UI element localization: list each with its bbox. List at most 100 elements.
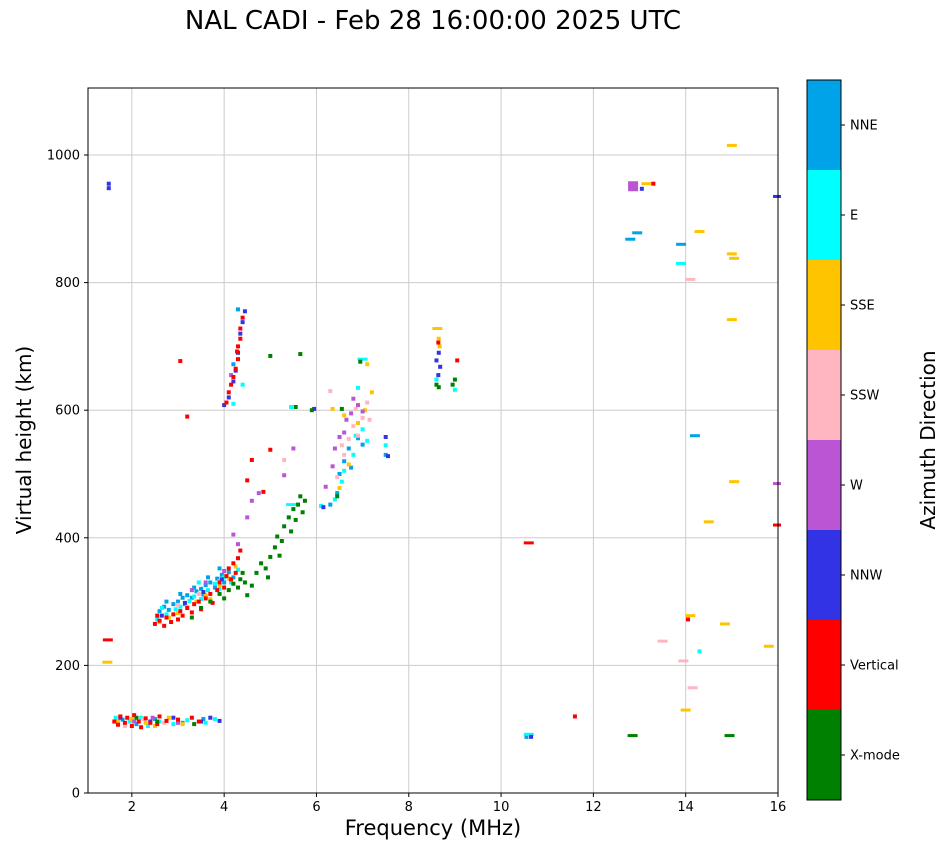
scatter-point-NNE [199, 586, 204, 591]
scatter-point-NNE [201, 716, 206, 721]
scatter-point-W [349, 411, 354, 416]
scatter-point-SSE [369, 390, 374, 395]
scatter-point-X-mode [208, 599, 213, 604]
scatter-point-NNW [383, 434, 388, 439]
scatter-point-Vertical [238, 326, 243, 331]
scatter-point-NNE [222, 580, 227, 585]
scatter-point-NNW [226, 395, 231, 400]
scatter-point-NNW [159, 613, 164, 618]
x-axis-label: Frequency (MHz) [344, 816, 522, 840]
colorbar-label-E: E [850, 209, 858, 224]
scatter-point-X-mode [279, 538, 284, 543]
scatter-point-SSE [166, 715, 171, 720]
scatter-point-Vertical [236, 344, 240, 349]
scatter-point-X-mode [259, 561, 264, 566]
x-tick-label: 2 [128, 800, 136, 815]
scatter-point-NNW [386, 454, 390, 459]
scatter-point-X-mode [238, 577, 243, 582]
scatter-point-NNE [346, 446, 351, 451]
scatter-point-SSE [437, 344, 442, 349]
scatter-point-SSW [360, 415, 365, 420]
scatter-point-Vertical [196, 599, 201, 604]
scatter-point-Vertical [224, 574, 229, 579]
scatter-point-E [339, 479, 344, 484]
scatter-point-Vertical [155, 722, 160, 727]
scatter-point-X-mode [296, 502, 300, 507]
scatter-point-X-mode [339, 406, 344, 411]
scatter-point-Vertical [136, 719, 141, 724]
scatter-point-E [127, 719, 132, 724]
scatter-point-X-mode [245, 593, 250, 598]
colorbar-label-NNE: NNE [850, 119, 878, 134]
scatter-point-X-mode [268, 554, 273, 559]
scatter-point-E [342, 468, 347, 473]
scatter-point-SSE [685, 614, 696, 618]
scatter-point-E [159, 605, 164, 610]
colorbar-segment-NNW [807, 530, 841, 620]
scatter-point-W [342, 430, 347, 435]
scatter-point-NNE [231, 575, 236, 580]
scatter-point-E [187, 598, 192, 603]
scatter-point-NNE [166, 607, 171, 612]
scatter-point-NNW [208, 715, 213, 720]
scatter-point-E [203, 720, 208, 725]
scatter-point-E [523, 732, 534, 736]
scatter-point-E [356, 385, 360, 390]
scatter-point-NNE [524, 734, 529, 739]
scatter-point-NNW [238, 331, 243, 336]
scatter-point-SSE [342, 413, 347, 418]
scatter-point-Vertical [436, 340, 441, 345]
scatter-point-NNE [215, 576, 220, 581]
scatter-point-NNE [337, 471, 342, 476]
scatter-point-X-mode [627, 734, 638, 738]
scatter-point-NNE [231, 362, 236, 367]
scatter-point-NNW [222, 403, 227, 408]
scatter-point-X-mode [189, 615, 194, 620]
scatter-point-W [203, 580, 208, 585]
scatter-point-E [217, 586, 222, 591]
scatter-point-X-mode [217, 591, 222, 596]
scatter-point-NNE [120, 717, 125, 722]
colorbar-label-SSW: SSW [850, 389, 880, 404]
scatter-point-W [773, 482, 781, 486]
scatter-point-W [256, 491, 261, 496]
colorbar-title: Azimuth Direction [916, 350, 940, 530]
scatter-point-NNW [529, 734, 534, 739]
scatter-point-SSW [141, 716, 146, 721]
scatter-point-Vertical [249, 457, 254, 462]
scatter-point-E [173, 607, 178, 612]
scatter-point-SSE [346, 462, 351, 467]
scatter-point-SSW [346, 436, 351, 441]
scatter-point-Vertical [178, 359, 183, 364]
scatter-point-W [176, 720, 180, 725]
scatter-point-NNE [134, 722, 139, 727]
scatter-point-E [113, 715, 118, 720]
scatter-point-SSE [194, 599, 199, 604]
scatter-point-SSE [143, 720, 148, 725]
scatter-point-X-mode [286, 515, 291, 520]
scatter-point-E [357, 357, 368, 361]
scatter-point-E [192, 594, 197, 599]
scatter-point-X-mode [254, 570, 259, 575]
scatter-point-SSE [763, 644, 774, 648]
scatter-point-SSE [726, 252, 737, 256]
scatter-point-SSE [694, 230, 705, 234]
scatter-point-SSE [102, 660, 113, 664]
y-tick-label: 0 [72, 787, 80, 802]
scatter-point-SSE [362, 408, 367, 413]
scatter-point-NNW [436, 373, 441, 378]
scatter-point-Vertical [236, 556, 240, 561]
scatter-point-W [356, 403, 360, 408]
y-tick-label: 1000 [47, 148, 80, 163]
scatter-point-Vertical [157, 618, 162, 623]
scatter-point-Vertical [231, 561, 236, 566]
scatter-point-W [249, 498, 254, 503]
scatter-point-W [360, 409, 365, 414]
scatter-point-E [222, 575, 227, 580]
scatter-point-Vertical [261, 489, 266, 494]
scatter-point-Vertical [226, 566, 231, 571]
scatter-point-Vertical [455, 358, 460, 363]
scatter-point-W [222, 568, 227, 573]
scatter-point-SSW [162, 720, 167, 725]
scatter-point-Vertical [196, 719, 201, 724]
